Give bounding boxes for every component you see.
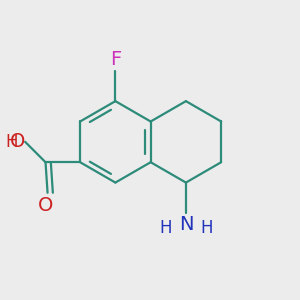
- Text: H: H: [5, 133, 18, 151]
- Text: H: H: [200, 219, 213, 237]
- Text: O: O: [38, 196, 53, 215]
- Text: F: F: [110, 50, 121, 69]
- Text: N: N: [179, 215, 193, 234]
- Text: H: H: [159, 219, 172, 237]
- Text: O: O: [10, 132, 25, 152]
